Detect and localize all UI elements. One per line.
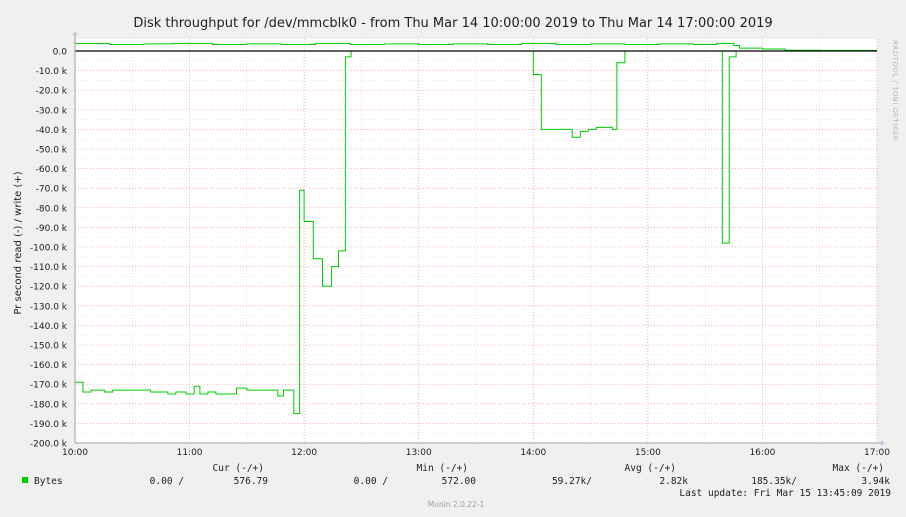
series-read-line bbox=[75, 50, 877, 415]
x-tick-label: 13:00 bbox=[406, 448, 432, 458]
y-tick-label: -50.0 k bbox=[36, 146, 68, 156]
x-tick-label: 10:00 bbox=[62, 448, 88, 458]
x-tick-label: 12:00 bbox=[291, 448, 317, 458]
legend-header-avg: Avg (-/+) bbox=[625, 463, 676, 474]
y-tick-label: -200.0 k bbox=[30, 440, 68, 450]
y-tick-label: -150.0 k bbox=[30, 342, 68, 352]
legend-max-read: 185.35k/ bbox=[751, 476, 797, 487]
y-tick-label: -90.0 k bbox=[36, 224, 68, 234]
rrdtool-credit: RRDTOOL / TOBI OETIKER bbox=[891, 40, 899, 141]
y-tick-label: -20.0 k bbox=[36, 87, 68, 97]
legend-avg-read: 59.27k/ bbox=[552, 476, 592, 487]
y-tick-label: 0.0 bbox=[53, 48, 68, 58]
axes bbox=[72, 31, 885, 446]
legend-header-cur: Cur (-/+) bbox=[213, 463, 264, 474]
x-tick-label: 17:00 bbox=[864, 448, 890, 458]
y-tick-label: -180.0 k bbox=[30, 400, 68, 410]
y-axis-label: Pr second read (-) / write (+) bbox=[13, 171, 24, 314]
y-tick-label: -110.0 k bbox=[30, 263, 68, 273]
legend-cur-read: 0.00 / bbox=[150, 476, 184, 487]
y-tick-label: -80.0 k bbox=[36, 204, 68, 214]
series-lines bbox=[75, 42, 877, 415]
y-axis-arrow bbox=[72, 31, 78, 35]
munin-version: Munin 2.0.22-1 bbox=[428, 500, 485, 509]
legend: Cur (-/+) Min (-/+) Avg (-/+) Max (-/+) … bbox=[22, 463, 891, 499]
y-tick-label: -70.0 k bbox=[36, 185, 68, 195]
y-tick-label: -170.0 k bbox=[30, 381, 68, 391]
grid bbox=[74, 39, 878, 444]
y-tick-label: -30.0 k bbox=[36, 106, 68, 116]
y-tick-label: -140.0 k bbox=[30, 322, 68, 332]
x-axis-arrow bbox=[881, 440, 885, 446]
legend-series-name: Bytes bbox=[34, 476, 63, 487]
legend-avg-write: 2.82k bbox=[659, 476, 688, 487]
y-tick-label: -160.0 k bbox=[30, 361, 68, 371]
y-tick-label: -60.0 k bbox=[36, 165, 68, 175]
series-write-line bbox=[75, 42, 877, 51]
legend-max-write: 3.94k bbox=[861, 476, 890, 487]
x-axis-ticks: 10:00 11:00 12:00 13:00 14:00 15:00 16:00 17:00 bbox=[62, 448, 890, 458]
legend-header-min: Min (-/+) bbox=[417, 463, 468, 474]
y-tick-label: -190.0 k bbox=[30, 420, 68, 430]
y-tick-label: -100.0 k bbox=[30, 244, 68, 254]
x-tick-label: 11:00 bbox=[177, 448, 203, 458]
legend-cur-write: 576.79 bbox=[234, 476, 269, 487]
y-tick-label: -10.0 k bbox=[36, 67, 68, 77]
x-tick-label: 16:00 bbox=[749, 448, 775, 458]
legend-swatch-bytes bbox=[22, 477, 28, 483]
last-update: Last update: Fri Mar 15 13:45:09 2019 bbox=[679, 488, 891, 499]
x-tick-label: 14:00 bbox=[520, 448, 546, 458]
legend-min-write: 572.00 bbox=[442, 476, 477, 487]
x-tick-label: 15:00 bbox=[635, 448, 661, 458]
y-axis-ticks: 0.0 -10.0 k -20.0 k -30.0 k -40.0 k -50.0 k -6… bbox=[30, 48, 68, 450]
y-tick-label: -120.0 k bbox=[30, 283, 68, 293]
legend-header-max: Max (-/+) bbox=[833, 463, 884, 474]
legend-min-read: 0.00 / bbox=[354, 476, 388, 487]
chart-title: Disk throughput for /dev/mmcblk0 - from … bbox=[133, 16, 772, 31]
y-tick-label: -130.0 k bbox=[30, 302, 68, 312]
y-tick-label: -40.0 k bbox=[36, 126, 68, 136]
